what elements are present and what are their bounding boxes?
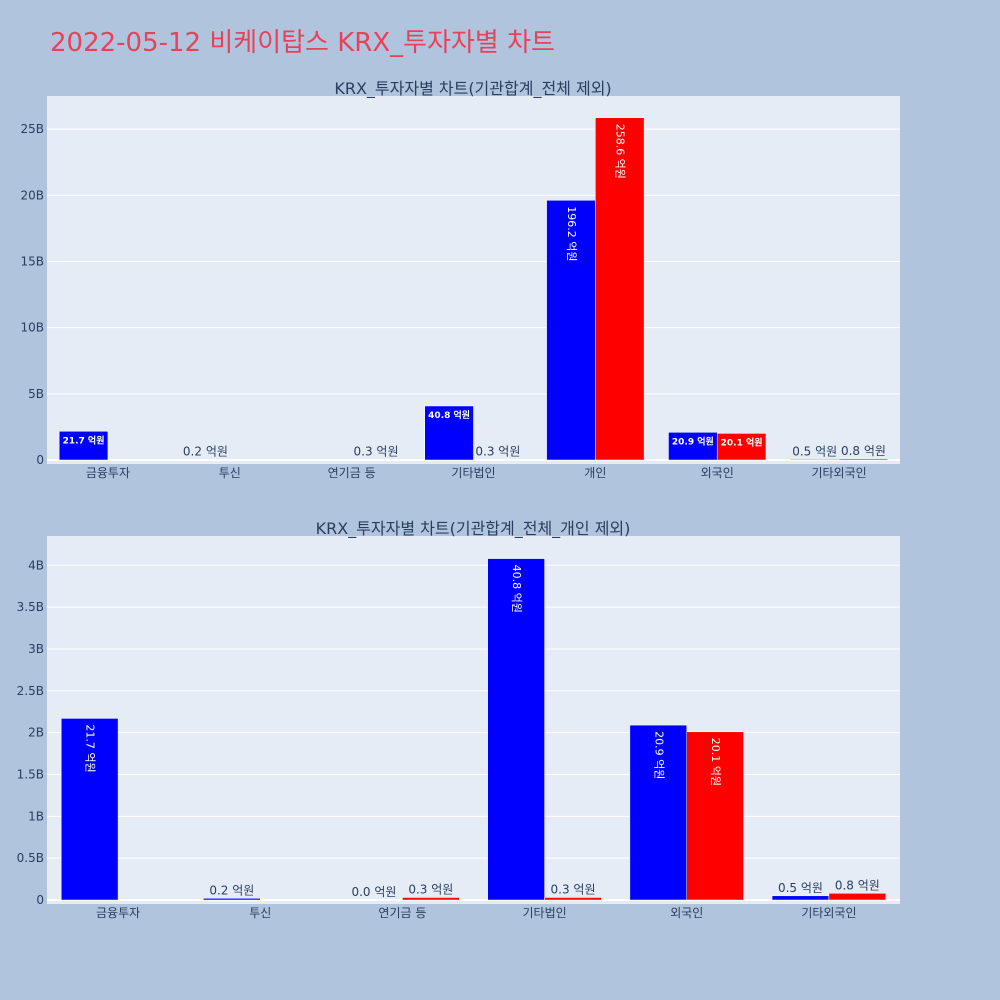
x-tick-label: 기타외국인 <box>811 466 866 480</box>
data-label: 0.8 억원 <box>835 878 880 892</box>
data-label: 20.9 억원 <box>652 731 665 779</box>
x-tick-label: 기타외국인 <box>801 906 856 920</box>
y-tick-label: 1.5B <box>17 767 44 781</box>
x-tick-label: 금융투자 <box>86 466 130 480</box>
data-label: 40.8 억원 <box>428 409 470 421</box>
bar <box>424 405 474 461</box>
x-tick-label: 외국인 <box>701 466 734 480</box>
data-label: 258.6 억원 <box>614 124 627 179</box>
bar <box>487 558 545 901</box>
data-label: 20.9 억원 <box>672 435 714 447</box>
data-label: 0.2 억원 <box>209 883 254 897</box>
x-tick-label: 투신 <box>219 466 241 480</box>
chart-title: KRX_투자자별 차트(기관합계_전체 제외) <box>334 79 611 99</box>
y-tick-label: 4B <box>28 558 44 572</box>
y-tick-label: 0 <box>36 453 44 467</box>
bar <box>629 724 688 901</box>
bar <box>686 731 744 901</box>
y-tick-label: 2.5B <box>17 684 44 698</box>
data-label: 40.8 억원 <box>510 565 523 613</box>
x-tick-label: 연기금 등 <box>378 906 426 920</box>
bar <box>716 433 767 461</box>
data-label: 0.3 억원 <box>354 445 399 459</box>
data-label: 20.1 억원 <box>709 738 722 786</box>
y-tick-label: 0.5B <box>17 851 44 865</box>
data-label: 21.7 억원 <box>63 434 105 446</box>
bar <box>402 897 460 901</box>
data-label: 0.5 억원 <box>792 444 837 458</box>
data-label: 20.1 억원 <box>721 436 763 448</box>
bar <box>771 895 830 901</box>
bar <box>828 893 887 901</box>
plot-background <box>47 96 900 464</box>
y-tick-label: 1B <box>28 809 44 823</box>
bar <box>544 897 602 901</box>
data-label: 0.0 억원 <box>351 885 396 899</box>
bar <box>60 718 119 901</box>
data-label: 0.5 억원 <box>778 881 823 895</box>
y-tick-label: 3B <box>28 642 44 656</box>
chart-1: 0 5B 10B 15B 20B 25B KRX_투자자별 차트(기관합계_전체 제외) 금융… <box>20 79 900 480</box>
x-tick-label: 외국인 <box>670 906 703 920</box>
x-tick-label: 기타법인 <box>451 466 495 480</box>
data-label: 196.2 억원 <box>565 206 578 261</box>
x-tick-label: 투신 <box>249 906 271 920</box>
y-tick-label: 2B <box>28 726 44 740</box>
bar <box>203 898 261 901</box>
data-label: 0.8 억원 <box>841 444 886 458</box>
chart-2: 0 0.5B 1B 1.5B 2B 2.5B 3B 3.5B 4B KRX_투자자별 차트(기관합… <box>17 519 900 920</box>
chart-title: KRX_투자자별 차트(기관합계_전체_개인 제외) <box>316 519 631 539</box>
y-tick-label: 15B <box>20 254 44 268</box>
y-tick-label: 20B <box>20 188 44 202</box>
y-tick-label: 10B <box>20 321 44 335</box>
y-tick-label: 3.5B <box>17 600 44 614</box>
data-label: 21.7 억원 <box>84 724 97 772</box>
plot-background <box>47 536 900 904</box>
x-tick-label: 개인 <box>584 466 606 480</box>
x-tick-label: 연기금 등 <box>328 466 376 480</box>
page-title: 2022-05-12 비케이탑스 KRX_투자자별 차트 <box>50 28 555 58</box>
data-label: 0.3 억원 <box>408 882 453 896</box>
bar <box>790 459 840 461</box>
bar <box>58 431 109 461</box>
y-tick-label: 0 <box>36 893 44 907</box>
bar <box>838 458 889 461</box>
bar <box>668 432 718 461</box>
data-label: 0.3 억원 <box>551 882 596 896</box>
y-tick-label: 5B <box>28 387 44 401</box>
data-label: 0.3 억원 <box>475 445 520 459</box>
data-label: 0.2 억원 <box>183 445 228 459</box>
x-tick-label: 금융투자 <box>96 906 140 920</box>
y-tick-label: 25B <box>20 122 44 136</box>
bar <box>546 200 596 461</box>
bar <box>595 117 645 461</box>
x-tick-label: 기타법인 <box>522 906 566 920</box>
